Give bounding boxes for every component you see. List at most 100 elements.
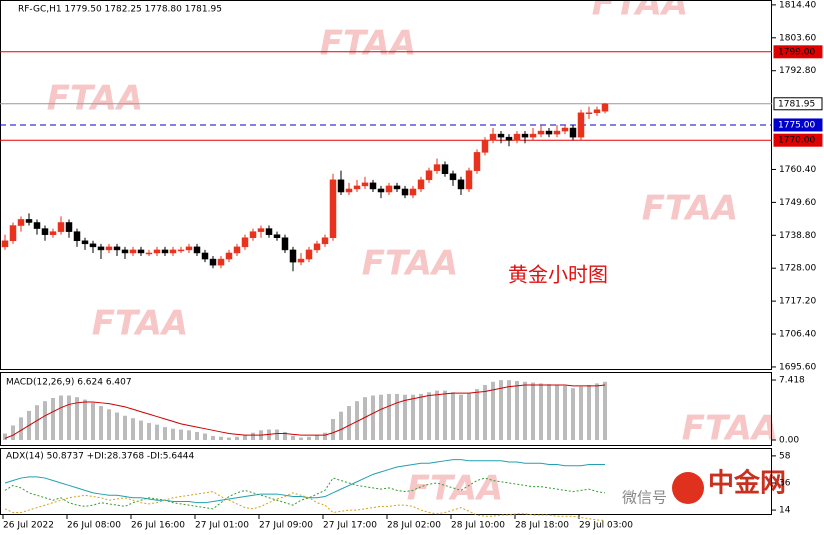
x-tick-label: 26 Jul 2022 [3,521,54,531]
macd-bar [427,392,431,441]
watermark: FTAA [642,189,738,229]
macd-bar [555,385,559,441]
macd-bar [315,435,319,441]
macd-bar [339,411,343,441]
macd-bar [115,412,119,441]
candle-body [521,133,529,138]
macd-bar [523,381,527,441]
macd-bar [483,385,487,441]
candle-body [545,130,553,135]
macd-bar [203,433,207,441]
candle-body [321,237,329,245]
macd-bar [275,429,279,441]
macd-bar [435,390,439,441]
candle-body [81,240,89,245]
macd-bar [347,406,351,441]
candle-body [441,164,449,174]
macd-bar [387,393,391,441]
candle-body [577,112,585,138]
candle-body [409,188,417,196]
macd-bar [467,393,471,441]
candle-body [89,243,97,248]
candle-body [553,130,561,135]
y-tick-label: 1792.80 [779,66,816,76]
macd-bar [475,389,479,441]
macd-bar [155,424,159,441]
macd-bar [403,394,407,441]
watermark: FTAA [47,79,143,119]
candle-body [105,246,113,251]
watermark: FTAA [92,304,188,344]
macd-bar [107,409,111,441]
macd-bar [411,394,415,441]
candle-body [137,249,145,254]
candle-body [537,130,545,135]
candle-body [49,231,57,235]
y-tick-label: 58 [779,451,791,461]
macd-bar [59,395,63,441]
candle-body [17,219,25,226]
macd-bar [171,428,175,441]
y-tick-label: 1814.40 [779,0,816,10]
macd-bar [547,384,551,441]
candle-body [313,243,321,251]
macd-bar [179,429,183,441]
macd-bar [75,397,79,441]
macd-bar [163,427,167,441]
macd-bar [187,430,191,441]
logo-icon [672,472,704,504]
candle-body [1,240,9,248]
macd-bar [139,420,143,441]
candle-body [489,133,497,141]
wechat-text: 微信号 [622,489,667,507]
candle-body [153,249,161,254]
x-tick-label: 28 Jul 10:00 [451,521,505,531]
watermark: FTAA [682,409,778,449]
macd-bar [451,392,455,441]
candle-body [73,231,81,242]
macd-bar [211,435,215,441]
candle-body [449,173,457,181]
macd-bar [371,395,375,441]
chart-info: RF-GC,H1 1779.50 1782.25 1778.80 1781.95 [18,5,222,15]
candle-body [377,188,385,193]
macd-bar [227,437,231,441]
macd-bar [51,397,55,441]
macd-bar [235,436,239,441]
macd-bar [299,437,303,441]
x-tick-label: 27 Jul 17:00 [323,521,377,531]
candle-body [129,249,137,254]
candle-body [353,185,361,190]
macd-bar [459,394,463,441]
macd-bar [251,432,255,441]
candle-body [305,249,313,260]
x-tick-label: 28 Jul 18:00 [515,521,569,531]
candle-body [201,252,209,260]
candle-body [297,258,305,263]
candle-body [457,179,465,190]
macd-bar [395,393,399,441]
level-label: 1770.00 [778,136,815,146]
candle-body [161,249,169,254]
macd-bar [515,380,519,441]
candle-body [177,249,185,252]
candle-body [65,222,73,232]
macd-bar [531,382,535,441]
macd-bar [3,433,7,441]
macd-bar [563,385,567,441]
macd-bar [379,394,383,441]
x-tick-label: 28 Jul 02:00 [387,521,441,531]
macd-bar [123,415,127,441]
candle-body [329,179,337,238]
y-tick-label: 1738.80 [779,231,816,241]
candle-body [193,246,201,254]
y-tick-label: 1706.40 [779,330,816,340]
macd-bar [579,386,583,441]
macd-bar [331,418,335,441]
candle-body [33,222,41,229]
macd-bar [219,436,223,441]
x-tick-label: 27 Jul 01:00 [195,521,249,531]
candle-body [9,225,17,242]
candle-body [121,249,129,254]
